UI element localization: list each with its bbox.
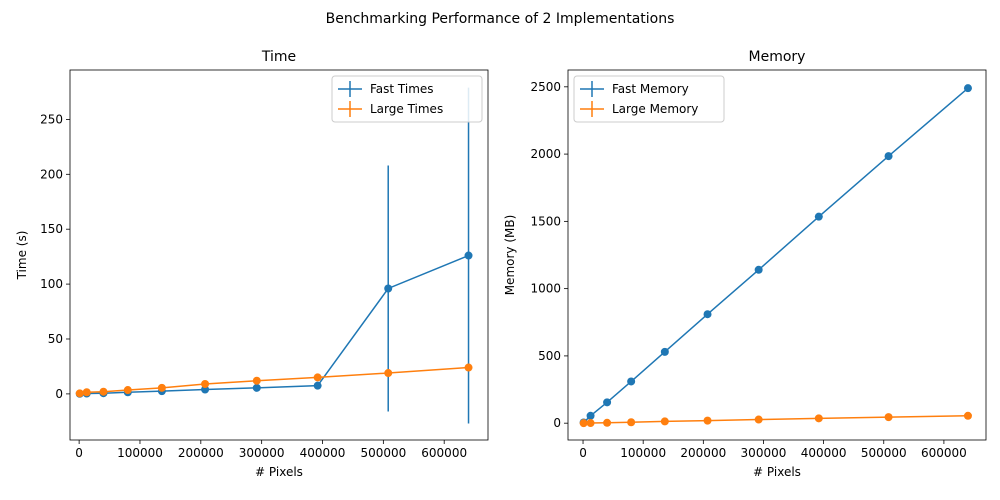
time-x-tick-label: 0 <box>75 446 83 460</box>
memory-y-tick-label: 500 <box>538 349 561 363</box>
legend-label: Large Times <box>370 102 443 116</box>
time-legend: Fast Times Large Times <box>331 75 483 123</box>
memory-y-tick-label: 2500 <box>530 80 561 94</box>
memory-x-tick-label: 600000 <box>921 446 967 460</box>
legend-label: Large Memory <box>612 102 698 116</box>
time-x-tick-label: 500000 <box>360 446 406 460</box>
legend-label: Fast Memory <box>612 82 689 96</box>
series-line-fast-memory <box>583 87 969 424</box>
series-line-large-times <box>79 366 469 395</box>
time-plot-frame <box>69 69 489 441</box>
data-point-fast-memory <box>660 347 669 356</box>
time-x-tick-label: 600000 <box>421 446 467 460</box>
data-point-large-times <box>123 386 132 395</box>
series-line-fast-times <box>79 254 469 395</box>
time-y-tick-label: 150 <box>40 222 63 236</box>
series-fast-memory <box>579 84 972 427</box>
time-chart-title: Time <box>261 49 296 65</box>
series-line-large-memory <box>583 415 968 424</box>
data-point-large-times <box>82 388 91 397</box>
data-point-fast-memory <box>703 310 712 319</box>
data-point-large-memory <box>660 417 669 426</box>
time-chart: Time 0 100000 200000 300000 400000 500000 60000… <box>15 49 489 479</box>
time-y-tick-label: 0 <box>55 387 63 401</box>
data-point-large-memory <box>627 418 636 427</box>
series-fast-times <box>75 87 473 424</box>
series-large-memory <box>579 411 972 428</box>
data-point-fast-times <box>252 383 261 392</box>
data-point-fast-memory <box>627 377 636 386</box>
time-legend-box <box>331 75 483 123</box>
time-x-tick-label: 300000 <box>239 446 285 460</box>
data-point-large-memory <box>603 418 612 427</box>
memory-legend-box <box>573 75 725 123</box>
series-large-times <box>75 363 473 398</box>
memory-chart: Memory 0 100000 200000 300000 400000 500000 600… <box>503 49 987 479</box>
data-point-fast-times <box>201 385 210 394</box>
figure-suptitle: Benchmarking Performance of 2 Implementa… <box>326 11 675 27</box>
data-point-fast-times <box>384 284 393 293</box>
data-point-large-memory <box>754 415 763 424</box>
time-x-tick-label: 400000 <box>300 446 346 460</box>
data-point-large-memory <box>963 411 972 420</box>
memory-x-tick-label: 100000 <box>620 446 666 460</box>
data-point-large-memory <box>703 416 712 425</box>
data-point-large-memory <box>814 414 823 423</box>
data-point-fast-memory <box>586 411 595 420</box>
data-point-fast-times <box>313 381 322 390</box>
time-y-tick-label: 250 <box>40 112 63 126</box>
data-point-large-times <box>201 380 210 389</box>
memory-y-axis-label: Memory (MB) <box>503 215 517 296</box>
data-point-large-times <box>384 369 393 378</box>
data-point-fast-memory <box>603 398 612 407</box>
data-point-fast-memory <box>754 265 763 274</box>
memory-x-tick-label: 200000 <box>680 446 726 460</box>
data-point-large-times <box>313 373 322 382</box>
time-y-tick-label: 200 <box>40 167 63 181</box>
time-y-tick-label: 50 <box>48 332 63 346</box>
memory-y-tick-label: 1000 <box>530 282 561 296</box>
memory-legend: Fast Memory Large Memory <box>573 75 725 123</box>
data-point-large-times <box>252 376 261 385</box>
time-y-axis-label: Time (s) <box>15 231 29 281</box>
data-point-fast-memory <box>884 152 893 161</box>
data-point-large-times <box>157 383 166 392</box>
memory-chart-title: Memory <box>749 49 806 65</box>
memory-x-tick-label: 0 <box>579 446 587 460</box>
memory-plot-frame <box>567 69 987 441</box>
time-y-tick-label: 100 <box>40 277 63 291</box>
memory-y-tick-label: 2000 <box>530 147 561 161</box>
memory-x-tick-label: 500000 <box>861 446 907 460</box>
data-point-large-times <box>99 387 108 396</box>
time-x-tick-label: 100000 <box>117 446 163 460</box>
memory-x-axis-label: # Pixels <box>753 465 801 479</box>
time-x-axis-label: # Pixels <box>255 465 303 479</box>
data-point-large-memory <box>579 419 588 428</box>
data-point-large-times <box>464 363 473 372</box>
memory-y-tick-label: 1500 <box>530 214 561 228</box>
memory-x-tick-label: 300000 <box>741 446 787 460</box>
data-point-large-memory <box>586 419 595 428</box>
memory-y-tick-label: 0 <box>553 416 561 430</box>
legend-label: Fast Times <box>370 82 434 96</box>
memory-x-tick-label: 400000 <box>801 446 847 460</box>
data-point-large-memory <box>884 413 893 422</box>
data-point-fast-memory <box>963 84 972 93</box>
time-x-tick-label: 200000 <box>178 446 224 460</box>
data-point-fast-memory <box>814 212 823 221</box>
data-point-large-times <box>75 389 84 398</box>
data-point-fast-times <box>464 251 473 260</box>
